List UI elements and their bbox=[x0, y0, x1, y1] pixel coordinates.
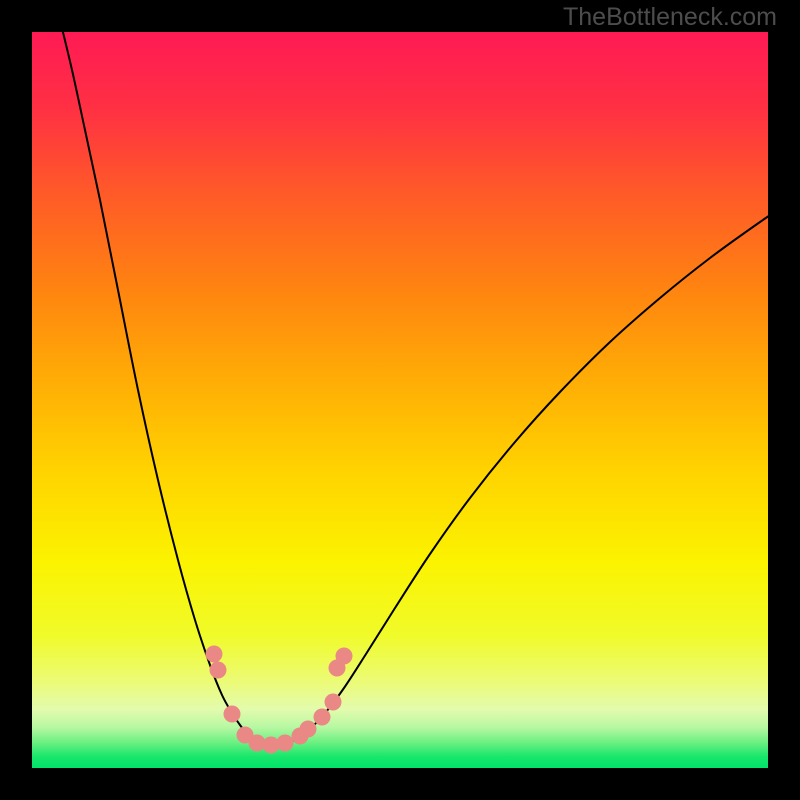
curve-marker bbox=[314, 709, 331, 726]
curve-marker bbox=[206, 646, 223, 663]
watermark-text: TheBottleneck.com bbox=[563, 3, 777, 32]
plot-area bbox=[32, 20, 790, 768]
curve-marker bbox=[277, 735, 294, 752]
curve-marker bbox=[224, 706, 241, 723]
curve-marker bbox=[210, 662, 227, 679]
curve-marker bbox=[336, 648, 353, 665]
curve-marker bbox=[325, 694, 342, 711]
gradient-background bbox=[32, 32, 768, 768]
curve-marker bbox=[300, 721, 317, 738]
bottleneck-chart bbox=[0, 0, 800, 800]
